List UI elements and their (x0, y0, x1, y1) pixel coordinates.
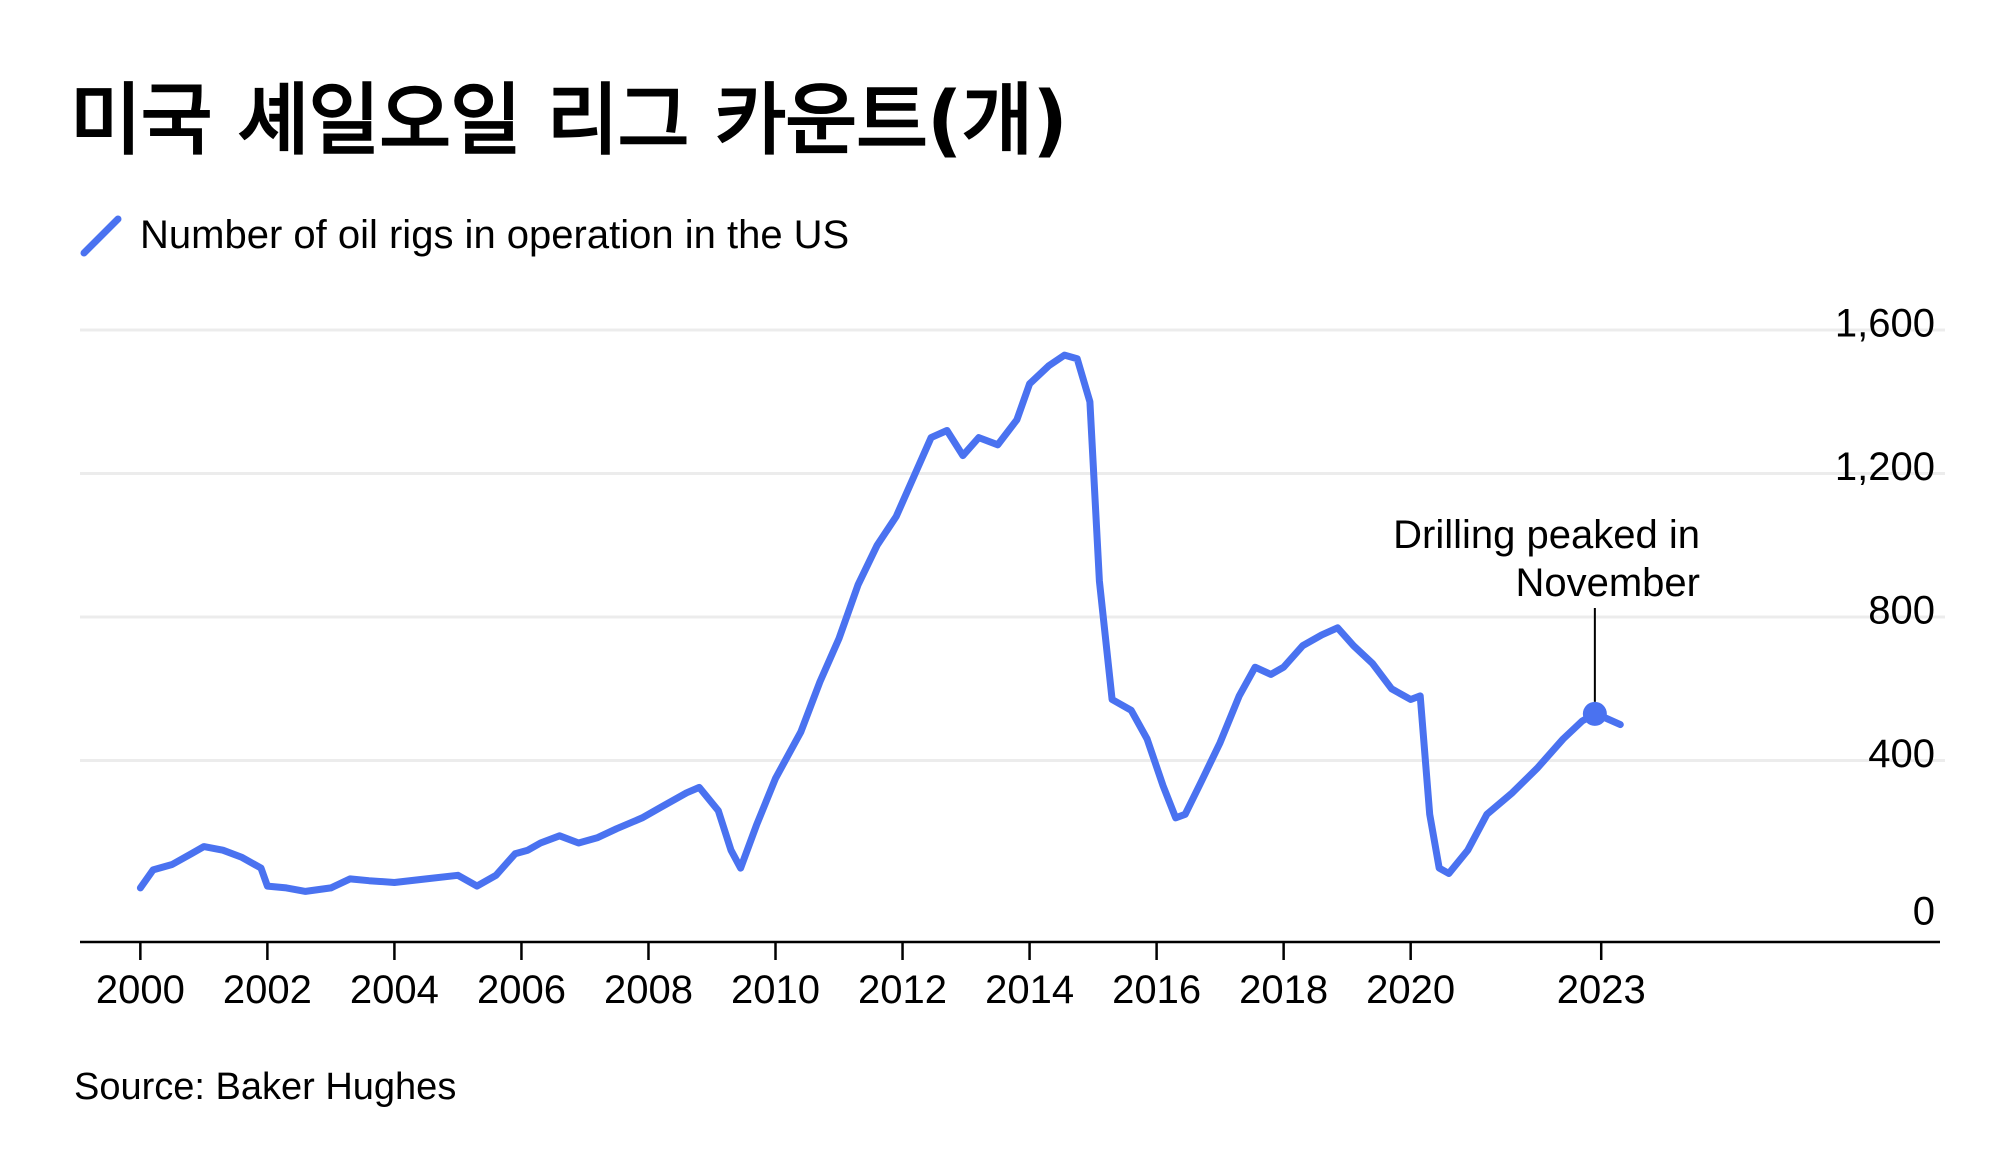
y-tick-label: 0 (1913, 890, 1935, 934)
x-tick-label: 2006 (477, 968, 566, 1012)
x-tick-label: 2012 (858, 968, 947, 1012)
annotation-label: November (1515, 561, 1700, 605)
y-tick-label: 800 (1868, 589, 1935, 633)
x-tick-label: 2002 (223, 968, 312, 1012)
x-tick-label: 2023 (1557, 968, 1646, 1012)
source-note: Source: Baker Hughes (74, 1066, 457, 1108)
legend-line-icon (80, 215, 122, 257)
legend-label: Number of oil rigs in operation in the U… (140, 212, 850, 257)
y-tick-label: 400 (1868, 732, 1935, 776)
gridlines (80, 328, 1945, 762)
y-tick-label: 1,200 (1835, 445, 1935, 489)
x-tick-label: 2008 (604, 968, 693, 1012)
x-tick-label: 2014 (985, 968, 1074, 1012)
x-tick-label: 2018 (1239, 968, 1328, 1012)
x-tick-label: 2010 (731, 968, 820, 1012)
annotation-marker (1582, 701, 1607, 726)
x-tick-label: 2000 (96, 968, 185, 1012)
chart-title: 미국 셰일오일 리그 카운트(개) (70, 76, 1068, 166)
annotation-label: Drilling peaked in (1393, 513, 1700, 557)
series-line (136, 351, 1624, 895)
y-tick-label: 1,600 (1835, 302, 1935, 346)
legend: Number of oil rigs in operation in the U… (78, 210, 849, 260)
x-tick-label: 2020 (1366, 968, 1455, 1012)
x-tick-label: 2004 (350, 968, 439, 1012)
x-tick-label: 2016 (1112, 968, 1201, 1012)
series-layer (136, 351, 1624, 895)
x-axis (80, 940, 1940, 960)
tick-labels: 0 400 800 1,200 1,600 2000 2002 2004 2006 2008 201… (96, 302, 1935, 1012)
